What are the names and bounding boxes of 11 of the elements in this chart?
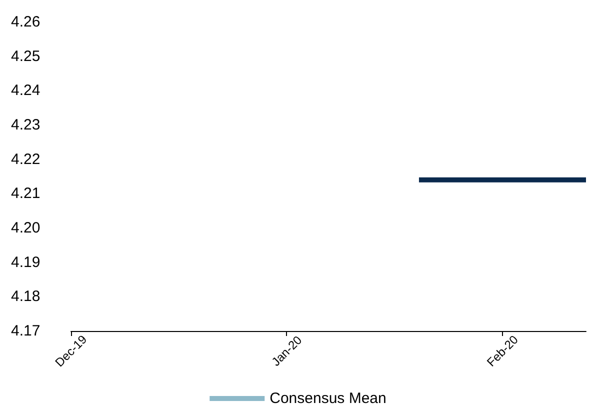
y-tick-label: 4.24: [11, 82, 40, 100]
y-tick-label: 4.23: [11, 116, 40, 134]
y-tick-label: 4.22: [11, 150, 40, 168]
y-tick-label: 4.26: [11, 14, 40, 30]
y-tick-label: 4.25: [11, 48, 40, 65]
y-tick-label: 4.21: [11, 185, 40, 202]
y-tick-label: 4.17: [11, 322, 40, 340]
y-tick-label: 4.19: [11, 254, 40, 271]
y-tick-label: 4.18: [11, 288, 40, 306]
legend-label: Consensus Mean: [270, 390, 386, 407]
y-tick-label: 4.20: [11, 220, 40, 236]
